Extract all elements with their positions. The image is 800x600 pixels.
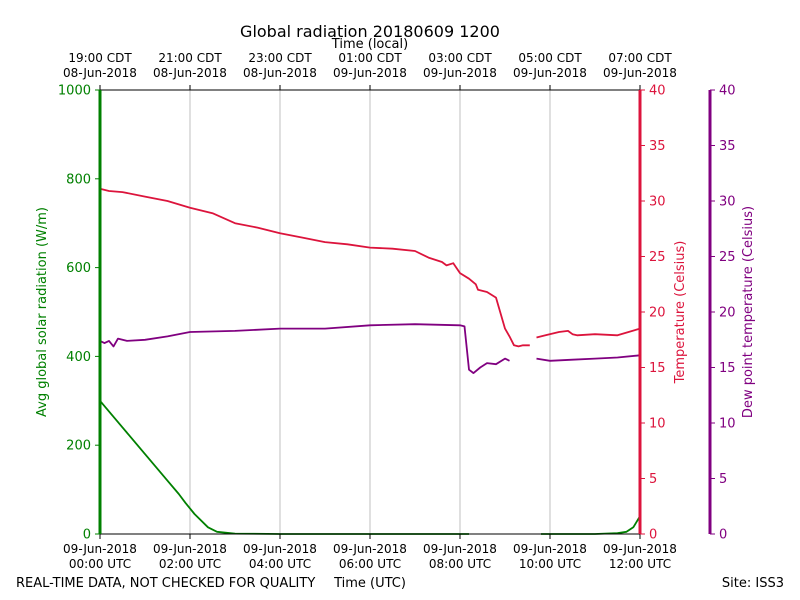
series-layer xyxy=(99,187,641,535)
top-tick-label-time: 01:00 CDT xyxy=(338,51,402,65)
top-tick-label-time: 19:00 CDT xyxy=(68,51,132,65)
top-tick-label-time: 03:00 CDT xyxy=(428,51,492,65)
radiation-series-line xyxy=(541,515,641,535)
temperature-tick-label: 30 xyxy=(649,195,666,210)
bottom-tick-label-time: 04:00 UTC xyxy=(249,557,311,571)
top-tick-label-date: 08-Jun-2018 xyxy=(63,66,137,80)
temperature-series-line xyxy=(99,187,530,348)
top-tick-label-date: 09-Jun-2018 xyxy=(333,66,407,80)
temperature-tick-label: 15 xyxy=(649,361,666,376)
bottom-tick-label-time: 08:00 UTC xyxy=(429,557,491,571)
bottom-tick-label-date: 09-Jun-2018 xyxy=(513,542,587,556)
top-axis-label: Time (local) xyxy=(331,37,408,52)
grid-layer xyxy=(189,90,551,534)
radiation-axis-label: Avg global solar radiation (W/m) xyxy=(35,207,50,417)
dewpoint-tick-label: 20 xyxy=(719,306,736,321)
top-tick-label-date: 09-Jun-2018 xyxy=(423,66,497,80)
temperature-tick-label: 5 xyxy=(649,472,657,487)
temperature-series-line xyxy=(536,327,641,339)
temperature-tick-label: 35 xyxy=(649,139,666,154)
top-tick-label-date: 08-Jun-2018 xyxy=(243,66,317,80)
dewpoint-tick-label: 30 xyxy=(719,195,736,210)
bottom-tick-label-date: 09-Jun-2018 xyxy=(153,542,227,556)
radiation-tick-label: 200 xyxy=(66,439,91,454)
footer-left: REAL-TIME DATA, NOT CHECKED FOR QUALITY xyxy=(16,576,315,591)
bottom-tick-label-time: 02:00 UTC xyxy=(159,557,221,571)
temperature-tick-label: 25 xyxy=(649,250,666,265)
radiation-tick-label: 800 xyxy=(66,172,91,187)
radiation-tick-label: 1000 xyxy=(58,84,91,99)
radiation-tick-label: 0 xyxy=(83,528,91,543)
top-tick-label-time: 05:00 CDT xyxy=(518,51,582,65)
bottom-tick-label-time: 06:00 UTC xyxy=(339,557,401,571)
radiation-tick-label: 600 xyxy=(66,261,91,276)
bottom-tick-label-date: 09-Jun-2018 xyxy=(63,542,137,556)
dewpoint-tick-label: 25 xyxy=(719,250,736,265)
radiation-tick-label: 400 xyxy=(66,350,91,365)
temperature-tick-label: 0 xyxy=(649,528,657,543)
bottom-tick-label-date: 09-Jun-2018 xyxy=(243,542,317,556)
bottom-tick-label-date: 09-Jun-2018 xyxy=(603,542,677,556)
top-tick-label-time: 23:00 CDT xyxy=(248,51,312,65)
top-tick-label-time: 07:00 CDT xyxy=(608,51,672,65)
footer-right: Site: ISS3 xyxy=(722,576,784,591)
top-tick-label-time: 21:00 CDT xyxy=(158,51,222,65)
dewpoint-axis-label: Dew point temperature (Celsius) xyxy=(741,206,756,418)
dewpoint-series-line xyxy=(536,354,641,362)
radiation-series-line xyxy=(99,400,469,535)
bottom-tick-label-time: 12:00 UTC xyxy=(609,557,671,571)
top-tick-label-date: 08-Jun-2018 xyxy=(153,66,227,80)
chart-title: Global radiation 20180609 1200 xyxy=(240,22,500,41)
temperature-axis-label: Temperature (Celsius) xyxy=(673,241,688,385)
bottom-tick-label-time: 00:00 UTC xyxy=(69,557,131,571)
bottom-tick-label-date: 09-Jun-2018 xyxy=(333,542,407,556)
dewpoint-tick-label: 10 xyxy=(719,417,736,432)
dewpoint-tick-label: 0 xyxy=(719,528,727,543)
dewpoint-series-line xyxy=(99,323,510,375)
temperature-tick-label: 40 xyxy=(649,84,666,99)
x-axis-label: Time (UTC) xyxy=(333,576,406,591)
top-tick-label-date: 09-Jun-2018 xyxy=(513,66,587,80)
top-tick-label-date: 09-Jun-2018 xyxy=(603,66,677,80)
dewpoint-tick-label: 5 xyxy=(719,472,727,487)
bottom-tick-label-date: 09-Jun-2018 xyxy=(423,542,497,556)
temperature-tick-label: 10 xyxy=(649,417,666,432)
dewpoint-tick-label: 35 xyxy=(719,139,736,154)
dewpoint-tick-label: 40 xyxy=(719,84,736,99)
dewpoint-tick-label: 15 xyxy=(719,361,736,376)
temperature-tick-label: 20 xyxy=(649,306,666,321)
bottom-tick-label-time: 10:00 UTC xyxy=(519,557,581,571)
